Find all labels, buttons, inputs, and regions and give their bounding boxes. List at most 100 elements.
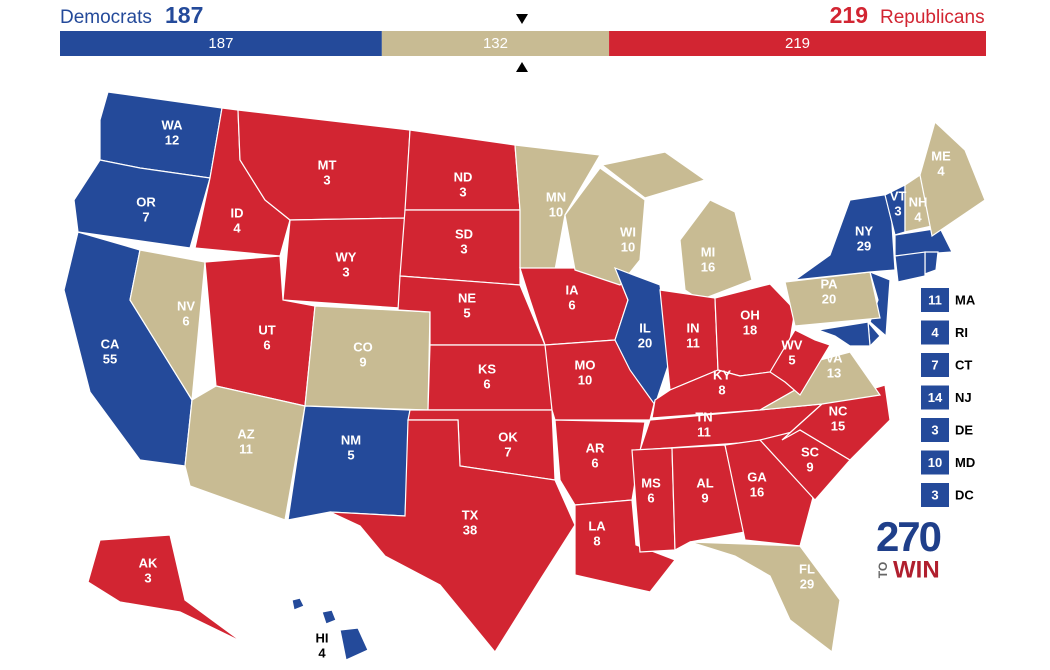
state-abbr: NY [855, 223, 873, 238]
state-votes: 5 [788, 352, 795, 367]
state-abbr: MI [701, 244, 715, 259]
state-votes: 20 [638, 335, 652, 350]
state-votes: 3 [460, 241, 467, 256]
state-votes: 18 [743, 322, 757, 337]
small-state-box [921, 418, 949, 442]
state-shape [291, 597, 369, 661]
small-state-abbr: CT [955, 357, 972, 372]
logo-win: WIN [893, 556, 940, 583]
small-state-votes: 14 [928, 390, 943, 405]
state-votes: 15 [831, 418, 845, 433]
tally-segment [609, 31, 986, 56]
state-abbr: ID [231, 205, 244, 220]
small-state-votes: 3 [931, 487, 938, 502]
state-votes: 6 [647, 490, 654, 505]
state-votes: 4 [914, 209, 922, 224]
state-abbr: MT [318, 157, 337, 172]
state-abbr: TX [462, 507, 479, 522]
state-votes: 4 [233, 220, 241, 235]
state-abbr: IA [566, 282, 580, 297]
state-abbr: AR [586, 440, 605, 455]
state-votes: 13 [827, 365, 841, 380]
state-abbr: GA [747, 469, 767, 484]
state-abbr: CA [101, 336, 120, 351]
tally-label: 187 [208, 35, 233, 52]
state-abbr: AL [696, 475, 713, 490]
tally-segment [381, 31, 610, 56]
state-votes: 6 [263, 337, 270, 352]
state-votes: 16 [701, 259, 715, 274]
small-state-votes: 3 [931, 422, 938, 437]
small-state-shape [894, 251, 926, 283]
state-votes: 29 [800, 576, 814, 591]
dem-total: 187 [165, 2, 203, 28]
state-votes: 8 [718, 382, 725, 397]
states [63, 91, 986, 661]
logo: 270 TO WIN [876, 513, 943, 583]
state-votes: 6 [591, 455, 598, 470]
state-votes: 11 [239, 441, 253, 456]
state-abbr: VT [890, 188, 907, 203]
state-abbr: WI [620, 224, 636, 239]
logo-to: TO [876, 562, 890, 578]
small-state-shape [894, 227, 953, 257]
small-state-box [921, 450, 949, 475]
state-votes: 38 [463, 522, 477, 537]
state-votes: 4 [318, 645, 326, 660]
state-abbr: ME [931, 148, 951, 163]
state-abbr: FL [799, 561, 815, 576]
state-shape [689, 541, 841, 654]
small-state-shape [817, 321, 871, 347]
state-abbr: CO [353, 339, 373, 354]
tally-label: 132 [483, 35, 508, 52]
state-abbr: WA [162, 117, 184, 132]
state-shape [792, 193, 896, 281]
small-state-abbr: DE [955, 422, 973, 437]
tally-bar: 187 132 219 [60, 31, 986, 56]
state-shape [87, 534, 243, 643]
state-abbr: NM [341, 432, 361, 447]
small-state-box [921, 483, 949, 507]
state-votes: 29 [857, 238, 871, 253]
state-shape [304, 305, 431, 411]
state-votes: 9 [701, 490, 708, 505]
state-abbr: KY [713, 367, 731, 382]
state-votes: 55 [103, 351, 117, 366]
state-shape [329, 419, 576, 654]
state-abbr: VA [825, 350, 843, 365]
state-abbr: NE [458, 290, 476, 305]
state-votes: 5 [347, 447, 354, 462]
state-abbr: IL [639, 320, 651, 335]
small-state-votes: 11 [928, 292, 942, 307]
state-shape [631, 447, 676, 553]
state-abbr: OH [740, 307, 760, 322]
state-abbr: WV [782, 337, 803, 352]
state-votes: 3 [323, 172, 330, 187]
small-state-box [921, 353, 949, 377]
state-abbr: AZ [237, 426, 254, 441]
state-abbr: MN [546, 189, 566, 204]
state-votes: 11 [697, 424, 711, 439]
state-votes: 3 [342, 264, 349, 279]
small-state-votes: 7 [931, 357, 938, 372]
state-votes: 6 [182, 313, 189, 328]
state-shape [724, 439, 816, 547]
state-votes: 8 [593, 533, 600, 548]
state-shape [769, 329, 831, 396]
state-labels: WA12OR7CA55NV6ID4MT3WY3UT6AZ11CO9NM5ND3S… [101, 117, 951, 660]
small-state-votes: 4 [931, 325, 939, 340]
small-state-abbr: NJ [955, 390, 972, 405]
small-state-box [921, 385, 949, 410]
small-state-abbr: MD [955, 455, 975, 470]
state-votes: 20 [822, 291, 836, 306]
small-state-shape [924, 251, 939, 275]
state-votes: 6 [483, 376, 490, 391]
midpoint-marker [516, 62, 528, 72]
state-abbr: MO [575, 357, 596, 372]
dem-name: Democrats [60, 7, 152, 28]
state-shape [671, 444, 746, 551]
tally-label: 219 [785, 35, 810, 52]
state-abbr: MS [641, 475, 661, 490]
state-abbr: ND [454, 169, 473, 184]
small-state-abbr: MA [955, 292, 976, 307]
